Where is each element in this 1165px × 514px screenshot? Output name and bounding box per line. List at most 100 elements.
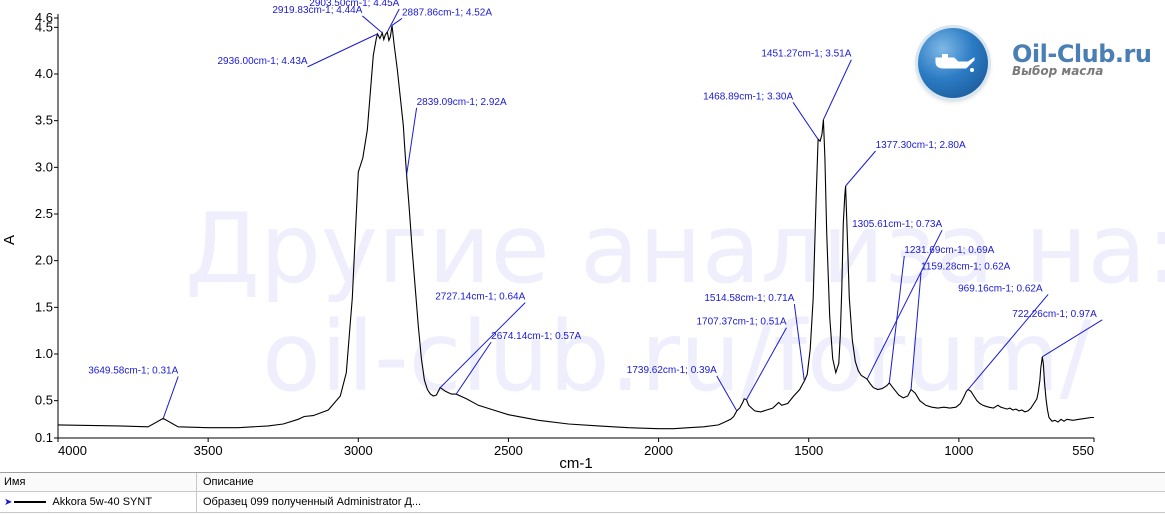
peak-annotation: 2903.50cm-1; 4.45A: [309, 0, 400, 33]
x-tick-label: 1000: [944, 443, 973, 458]
y-tick-label: 4.5: [35, 19, 53, 34]
peak-annotation: 1159.28cm-1; 0.62A: [910, 261, 1011, 390]
peak-annotation: 2919.83cm-1; 4.44A: [272, 5, 383, 34]
y-axis-label: A: [1, 235, 18, 245]
logo-badge: [918, 28, 988, 98]
logo-title: Oil-Club.ru: [1012, 40, 1152, 68]
table-row[interactable]: ➤ Akkora 5w-40 SYNT Образец 099 полученны…: [0, 492, 1165, 513]
x-tick-label: 4000: [58, 443, 87, 458]
annotation-leader-line: [967, 294, 1049, 390]
annotation-label: 2727.14cm-1; 0.64A: [435, 292, 525, 303]
logo-subtitle: Выбор масла: [1012, 64, 1104, 78]
y-tick-label: 3.0: [35, 159, 53, 174]
oil-club-logo: Oil-Club.ru Выбор масла: [918, 28, 1158, 98]
column-header-description[interactable]: Описание: [203, 476, 254, 488]
annotation-label: 1707.37cm-1; 0.51A: [696, 317, 786, 328]
series-name: Akkora 5w-40 SYNT: [52, 496, 153, 508]
annotation-leader-line: [406, 107, 418, 175]
annotation-leader-line: [362, 15, 383, 34]
peak-annotation: 2936.00cm-1; 4.43A: [218, 33, 378, 68]
oil-can-icon: [935, 54, 975, 72]
legend-description-cell: Образец 099 полученный Administrator Д..…: [203, 496, 422, 508]
x-tick-label: 2500: [494, 443, 523, 458]
annotation-label: 2919.83cm-1; 4.44A: [272, 5, 362, 16]
legend-table-header: Имя Описание: [0, 473, 1165, 492]
watermark-line-2: oil-club.ru/forum/: [262, 301, 1092, 413]
x-tick-label: 1500: [794, 443, 823, 458]
annotation-label: 1514.58cm-1; 0.71A: [704, 293, 794, 304]
peak-annotation: 969.16cm-1; 0.62A: [958, 283, 1049, 390]
annotation-label: 1451.27cm-1; 3.51A: [761, 49, 851, 60]
spectrum-chart: Другие анализа на: oil-club.ru/forum/ 40…: [1, 0, 1165, 472]
annotation-label: 2674.14cm-1; 0.57A: [491, 331, 581, 342]
x-tick-label: 550: [1072, 443, 1094, 458]
watermark: Другие анализа на: oil-club.ru/forum/: [185, 193, 1165, 413]
annotation-leader-line: [162, 376, 179, 419]
y-tick-label: 3.5: [35, 113, 53, 128]
legend-table: Имя Описание ➤ Akkora 5w-40 SYNT Образец …: [0, 472, 1165, 514]
annotation-leader-line: [822, 59, 852, 120]
annotation-leader-line: [455, 341, 492, 395]
x-axis-label: cm-1: [559, 455, 592, 472]
y-tick-label: 0.5: [35, 393, 53, 408]
annotation-label: 1377.30cm-1; 2.80A: [876, 140, 966, 151]
peak-annotation: 2674.14cm-1; 0.57A: [455, 331, 582, 395]
column-header-name[interactable]: Имя: [0, 473, 197, 491]
annotation-label: 2839.09cm-1; 2.92A: [417, 97, 507, 108]
y-tick-label: 4.6: [35, 10, 53, 25]
peak-annotation: 1514.58cm-1; 0.71A: [704, 293, 805, 382]
y-tick-label: 2.5: [35, 206, 53, 221]
annotation-label: 1739.62cm-1; 0.39A: [627, 365, 717, 376]
annotation-label: 2887.86cm-1; 4.52A: [402, 7, 492, 18]
y-tick-label: 2.0: [35, 253, 53, 268]
annotation-label: 2903.50cm-1; 4.45A: [309, 0, 399, 9]
peak-annotation: 1707.37cm-1; 0.51A: [696, 317, 787, 400]
plot-axes: [57, 14, 1094, 439]
annotation-leader-line: [307, 33, 378, 68]
annotation-leader-line: [866, 229, 943, 380]
annotation-leader-line: [792, 102, 819, 140]
peak-annotation: 1305.61cm-1; 0.73A: [852, 219, 943, 380]
y-tick-label: 1.0: [35, 346, 53, 361]
row-selected-arrow-icon: ➤: [4, 497, 13, 508]
peak-annotation: 2839.09cm-1; 2.92A: [406, 97, 507, 175]
axis-ticks: 4000 3500 3000 2500 2000 1500 1000 550 0.1 0.5 1.0…: [35, 10, 1095, 458]
peak-annotation: 1468.89cm-1; 3.30A: [703, 91, 819, 140]
annotation-label: 1159.28cm-1; 0.62A: [921, 261, 1011, 272]
annotation-leader-line: [1042, 319, 1103, 358]
annotation-leader-line: [888, 255, 905, 383]
annotation-label: 722.26cm-1; 0.97A: [1012, 309, 1097, 320]
x-tick-label: 3500: [194, 443, 223, 458]
peak-annotations: 3649.58cm-1; 0.31A 2936.00cm-1; 4.43A 2919…: [88, 0, 1103, 419]
annotation-leader-line: [845, 150, 876, 187]
annotation-leader-line: [716, 375, 738, 412]
annotation-label: 3649.58cm-1; 0.31A: [88, 365, 178, 376]
annotation-label: 2936.00cm-1; 4.43A: [218, 56, 308, 67]
annotation-leader-line: [386, 8, 400, 33]
watermark-line-1: Другие анализа на:: [185, 193, 1165, 305]
y-tick-label: 4.0: [35, 66, 53, 81]
y-tick-label: 1.5: [35, 299, 53, 314]
annotation-leader-line: [793, 304, 805, 382]
peak-annotation: 722.26cm-1; 0.97A: [1012, 309, 1103, 358]
peak-annotation: 1231.69cm-1; 0.69A: [888, 245, 995, 383]
peak-annotation: 2727.14cm-1; 0.64A: [435, 292, 526, 388]
annotation-label: 1468.89cm-1; 3.30A: [703, 91, 793, 102]
peak-annotation: 1739.62cm-1; 0.39A: [627, 365, 738, 412]
annotation-label: 1305.61cm-1; 0.73A: [852, 219, 942, 230]
series-swatch: [14, 501, 47, 504]
peak-annotation: 1451.27cm-1; 3.51A: [761, 49, 852, 120]
annotation-leader-line: [910, 272, 922, 390]
peak-annotation: 3649.58cm-1; 0.31A: [88, 365, 179, 419]
series-line: [57, 25, 1094, 430]
x-tick-label: 2000: [644, 443, 673, 458]
y-tick-label: 0.1: [35, 430, 53, 445]
annotation-leader-line: [391, 18, 403, 26]
x-tick-label: 3000: [344, 443, 373, 458]
peak-annotation: 2887.86cm-1; 4.52A: [391, 7, 492, 26]
annotation-label: 1231.69cm-1; 0.69A: [904, 245, 994, 256]
annotation-label: 969.16cm-1; 0.62A: [958, 283, 1043, 294]
peak-annotation: 1377.30cm-1; 2.80A: [845, 140, 966, 187]
annotation-leader-line: [439, 302, 526, 388]
legend-name-cell: ➤ Akkora 5w-40 SYNT: [0, 492, 197, 512]
